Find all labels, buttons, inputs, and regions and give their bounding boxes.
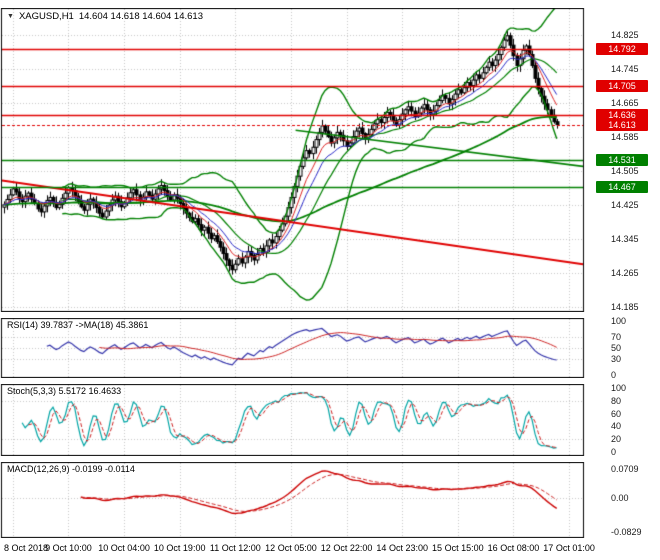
symbol-label: XAGUSD,H1 bbox=[18, 11, 74, 22]
time-axis-label: 9 Oct 10:00 bbox=[45, 543, 92, 553]
time-axis-label: 12 Oct 22:00 bbox=[320, 543, 373, 553]
axis-tick-label: 100 bbox=[611, 316, 627, 327]
price-level-badge: 14.531 bbox=[596, 153, 648, 166]
axis-tick-label: 60 bbox=[611, 408, 622, 419]
rsi-canvas[interactable] bbox=[0, 318, 660, 378]
price-level-badge: 14.636 bbox=[596, 108, 648, 121]
axis-tick-label: 0.00 bbox=[611, 492, 629, 503]
axis-tick-label: 14.185 bbox=[611, 301, 639, 312]
time-axis-label: 10 Oct 04:00 bbox=[98, 543, 150, 553]
axis-tick-label: 14.425 bbox=[611, 199, 639, 210]
time-axis-label: 8 Oct 2018 bbox=[4, 543, 49, 553]
time-axis-label: 17 Oct 01:00 bbox=[543, 543, 595, 553]
axis-tick-label: 40 bbox=[611, 421, 622, 432]
stochastic-scale[interactable]: 100 80 60 40 20 0 bbox=[585, 382, 660, 458]
chart-header: ▼ XAGUSD,H1 14.604 14.618 14.604 14.613 bbox=[7, 11, 203, 22]
price-level-badge: 14.467 bbox=[596, 180, 648, 193]
time-axis-label: 14 Oct 23:00 bbox=[376, 543, 428, 553]
time-axis-label: 10 Oct 19:00 bbox=[153, 543, 206, 553]
time-axis-label: 15 Oct 15:00 bbox=[432, 543, 484, 553]
axis-tick-label: 14.825 bbox=[611, 29, 639, 40]
symbol-dropdown-icon[interactable]: ▼ bbox=[7, 13, 14, 20]
rsi-panel: RSI(14) 39.7837 ->MA(18) 45.3861 100 70 50… bbox=[0, 316, 660, 380]
axis-tick-label: 70 bbox=[611, 332, 622, 343]
price-level-badge: 14.705 bbox=[596, 79, 648, 92]
axis-tick-label: 14.505 bbox=[611, 165, 639, 176]
macd-label: MACD(12,26,9) -0.0199 -0.0114 bbox=[7, 464, 135, 474]
axis-tick-label: 0.0709 bbox=[611, 463, 639, 474]
stochastic-panel: Stoch(5,3,3) 5.5172 16.4633 100 80 60 40 20 0 bbox=[0, 382, 660, 458]
main-chart-canvas[interactable] bbox=[0, 8, 660, 312]
price-level-badge: 14.792 bbox=[596, 42, 648, 55]
axis-tick-label: 80 bbox=[611, 395, 622, 406]
stochastic-label: Stoch(5,3,3) 5.5172 16.4633 bbox=[7, 386, 122, 396]
axis-tick-label: 50 bbox=[611, 343, 622, 353]
rsi-label: RSI(14) 39.7837 ->MA(18) 45.3861 bbox=[7, 320, 149, 330]
time-axis-label: 16 Oct 08:00 bbox=[487, 543, 540, 553]
time-axis-label: 11 Oct 12:00 bbox=[209, 543, 261, 553]
price-level-badge: 14.613 bbox=[596, 118, 648, 131]
price-scale[interactable]: 14.825 14.745 14.665 14.585 14.505 14.425 14.3… bbox=[585, 8, 660, 312]
axis-tick-label: 30 bbox=[611, 353, 622, 364]
axis-tick-label: 100 bbox=[611, 382, 627, 393]
rsi-scale[interactable]: 100 70 50 30 0 bbox=[585, 316, 660, 380]
macd-panel: MACD(12,26,9) -0.0199 -0.0114 0.0709 0.00… bbox=[0, 462, 660, 538]
axis-tick-label: -0.0829 bbox=[611, 527, 642, 538]
time-axis-label: 12 Oct 05:00 bbox=[265, 543, 317, 553]
rsi-header: RSI(14) 39.7837 ->MA(18) 45.3861 bbox=[7, 320, 148, 330]
time-axis[interactable]: 8 Oct 2018 9 Oct 10:00 10 Oct 04:00 10 Oct … bbox=[0, 539, 660, 560]
stochastic-header: Stoch(5,3,3) 5.5172 16.4633 bbox=[7, 386, 121, 396]
macd-canvas[interactable] bbox=[0, 462, 660, 538]
axis-tick-label: 0 bbox=[611, 447, 617, 458]
axis-tick-label: 14.265 bbox=[611, 267, 639, 278]
macd-scale[interactable]: 0.0709 0.00 -0.0829 bbox=[585, 462, 660, 538]
main-chart-panel: ▼ XAGUSD,H1 14.604 14.618 14.604 14.613 … bbox=[0, 8, 660, 312]
axis-tick-label: 14.665 bbox=[611, 97, 639, 108]
macd-header: MACD(12,26,9) -0.0199 -0.0114 bbox=[7, 464, 135, 474]
axis-tick-label: 14.745 bbox=[611, 63, 639, 74]
axis-tick-label: 20 bbox=[611, 434, 622, 445]
stochastic-canvas[interactable] bbox=[0, 384, 660, 456]
ohlc-values: 14.604 14.618 14.604 14.613 bbox=[78, 11, 203, 22]
axis-tick-label: 14.585 bbox=[611, 131, 639, 142]
axis-tick-label: 0 bbox=[611, 369, 617, 380]
axis-tick-label: 14.345 bbox=[611, 233, 639, 244]
